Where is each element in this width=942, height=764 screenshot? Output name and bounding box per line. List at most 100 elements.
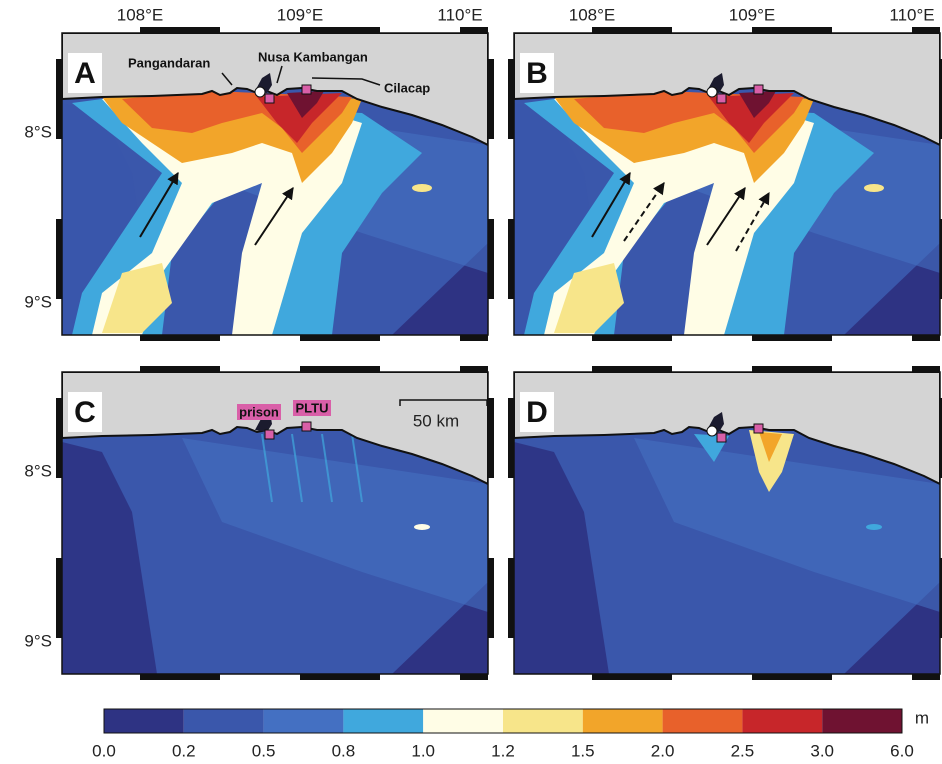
frame-tick bbox=[56, 219, 62, 299]
frame-tick bbox=[752, 335, 832, 341]
colorbar-tick-label: 2.5 bbox=[731, 741, 755, 760]
site-marker bbox=[707, 426, 717, 436]
site-marker bbox=[302, 85, 311, 94]
bright-spot bbox=[414, 524, 430, 530]
map-content bbox=[514, 372, 940, 674]
frame-tick bbox=[912, 366, 940, 372]
site-marker bbox=[754, 85, 763, 94]
frame-tick bbox=[300, 366, 380, 372]
colorbar-unit: m bbox=[915, 708, 929, 727]
place-label: PLTU bbox=[296, 400, 329, 415]
colorbar-bin bbox=[184, 709, 264, 733]
frame-tick bbox=[912, 27, 940, 33]
colorbar-tick-label: 0.8 bbox=[332, 741, 356, 760]
x-tick-label: 110°E bbox=[889, 5, 934, 24]
colorbar-tick-label: 0.2 bbox=[172, 741, 196, 760]
frame-tick bbox=[140, 27, 220, 33]
y-tick-label: 9°S bbox=[24, 292, 52, 311]
colorbar-bin bbox=[663, 709, 743, 733]
map-content bbox=[514, 33, 940, 335]
place-label: Nusa Kambangan bbox=[258, 49, 368, 64]
frame-tick bbox=[460, 674, 488, 680]
frame-tick bbox=[300, 335, 380, 341]
frame-tick bbox=[752, 366, 832, 372]
panel-label: B bbox=[526, 57, 548, 90]
colorbar-tick-label: 2.0 bbox=[651, 741, 675, 760]
scale-label: 50 km bbox=[413, 411, 459, 430]
frame-tick bbox=[592, 27, 672, 33]
x-tick-label: 108°E bbox=[569, 5, 616, 24]
frame-tick bbox=[752, 27, 832, 33]
frame-tick bbox=[140, 674, 220, 680]
x-tick-label: 110°E bbox=[437, 5, 482, 24]
frame-tick bbox=[460, 27, 488, 33]
colorbar-bin bbox=[822, 709, 902, 733]
colorbar-bin bbox=[583, 709, 663, 733]
frame-tick bbox=[488, 398, 494, 478]
x-tick-label: 108°E bbox=[117, 5, 164, 24]
frame-tick bbox=[56, 398, 62, 478]
place-label: Cilacap bbox=[384, 80, 430, 95]
map-content bbox=[62, 33, 488, 335]
map-panel: D bbox=[508, 366, 942, 680]
frame-tick bbox=[140, 366, 220, 372]
frame-tick bbox=[592, 366, 672, 372]
panel-label: A bbox=[74, 57, 96, 90]
frame-tick bbox=[508, 398, 514, 478]
y-tick-label: 8°S bbox=[24, 461, 52, 480]
bright-spot bbox=[864, 184, 884, 192]
colorbar-bin bbox=[503, 709, 583, 733]
frame-tick bbox=[912, 335, 940, 341]
site-marker bbox=[265, 430, 274, 439]
map-panel: A 108°E 109°E 110°E 8°S 9°S Pangandaran Nusa Ka… bbox=[24, 5, 494, 341]
colorbar-tick-label: 1.5 bbox=[571, 741, 595, 760]
frame-tick bbox=[488, 558, 494, 638]
frame-tick bbox=[488, 59, 494, 139]
colorbar-bin bbox=[423, 709, 503, 733]
frame-tick bbox=[912, 674, 940, 680]
site-marker bbox=[302, 422, 311, 431]
frame-tick bbox=[460, 335, 488, 341]
map-panel: B 108°E 109°E 110°E bbox=[508, 5, 942, 341]
frame-tick bbox=[508, 219, 514, 299]
panel-label: D bbox=[526, 396, 548, 429]
frame-tick bbox=[752, 674, 832, 680]
frame-tick bbox=[56, 558, 62, 638]
site-marker bbox=[717, 433, 726, 442]
colorbar-bin bbox=[742, 709, 822, 733]
colorbar-tick-label: 0.5 bbox=[252, 741, 276, 760]
frame-tick bbox=[56, 59, 62, 139]
colorbar-bin bbox=[343, 709, 423, 733]
site-marker bbox=[717, 94, 726, 103]
x-tick-label: 109°E bbox=[729, 5, 776, 24]
colorbar-bin bbox=[264, 709, 344, 733]
map-panel: C 8°S 9°S prison PLTU 50 km bbox=[24, 366, 494, 680]
x-tick-label: 109°E bbox=[277, 5, 324, 24]
colorbar-tick-label: 3.0 bbox=[810, 741, 834, 760]
frame-tick bbox=[508, 59, 514, 139]
bright-spot bbox=[412, 184, 432, 192]
frame-tick bbox=[460, 366, 488, 372]
y-tick-label: 8°S bbox=[24, 122, 52, 141]
frame-tick bbox=[508, 558, 514, 638]
colorbar-tick-label: 0.0 bbox=[92, 741, 116, 760]
frame-tick bbox=[300, 674, 380, 680]
colorbar-tick-label: 1.0 bbox=[411, 741, 435, 760]
panel-label: C bbox=[74, 396, 96, 429]
site-marker bbox=[255, 87, 265, 97]
frame-tick bbox=[488, 219, 494, 299]
site-marker bbox=[754, 424, 763, 433]
colorbar-tick-label: 6.0 bbox=[890, 741, 914, 760]
bright-spot bbox=[866, 524, 882, 530]
frame-tick bbox=[140, 335, 220, 341]
figure: A 108°E 109°E 110°E 8°S 9°S Pangandaran Nusa Ka… bbox=[0, 0, 942, 764]
colorbar-bin bbox=[104, 709, 184, 733]
site-marker bbox=[265, 94, 274, 103]
frame-tick bbox=[592, 674, 672, 680]
place-label: Pangandaran bbox=[128, 55, 210, 70]
y-tick-label: 9°S bbox=[24, 631, 52, 650]
frame-tick bbox=[300, 27, 380, 33]
colorbar-tick-label: 1.2 bbox=[491, 741, 515, 760]
place-label: prison bbox=[239, 404, 279, 419]
frame-tick bbox=[592, 335, 672, 341]
